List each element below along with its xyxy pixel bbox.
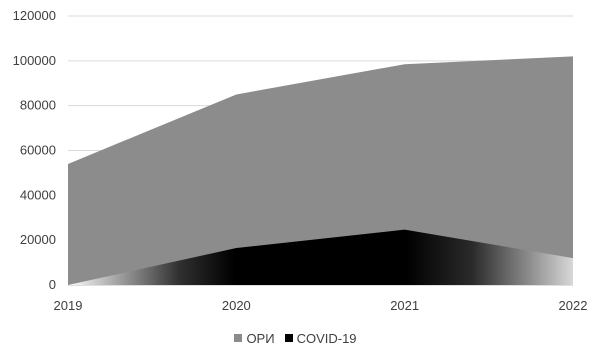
legend-label-covid: COVID-19	[296, 330, 357, 346]
legend: ОРИ COVID-19	[0, 330, 591, 346]
x-axis-ticks: 2019 2020 2021 2022	[54, 298, 588, 313]
y-tick-label: 20000	[20, 232, 56, 247]
series-area-ori	[68, 56, 573, 285]
y-tick-label: 100000	[13, 53, 56, 68]
x-tick-label: 2019	[54, 298, 83, 313]
y-axis-ticks: 0 20000 40000 60000 80000 100000 120000	[13, 8, 56, 292]
legend-item-covid: COVID-19	[284, 330, 357, 346]
y-tick-label: 80000	[20, 98, 56, 113]
legend-swatch-covid	[284, 334, 293, 342]
legend-swatch-ori	[234, 334, 243, 342]
x-tick-label: 2020	[222, 298, 251, 313]
y-tick-label: 60000	[20, 143, 56, 158]
series-area-covid	[68, 229, 573, 285]
series-areas	[68, 56, 573, 285]
y-tick-label: 40000	[20, 187, 56, 202]
legend-label-ori: ОРИ	[246, 330, 275, 346]
y-tick-label: 120000	[13, 8, 56, 23]
y-tick-label: 0	[49, 277, 56, 292]
x-tick-label: 2022	[559, 298, 588, 313]
x-tick-label: 2021	[390, 298, 419, 313]
legend-item-ori: ОРИ	[234, 330, 275, 346]
